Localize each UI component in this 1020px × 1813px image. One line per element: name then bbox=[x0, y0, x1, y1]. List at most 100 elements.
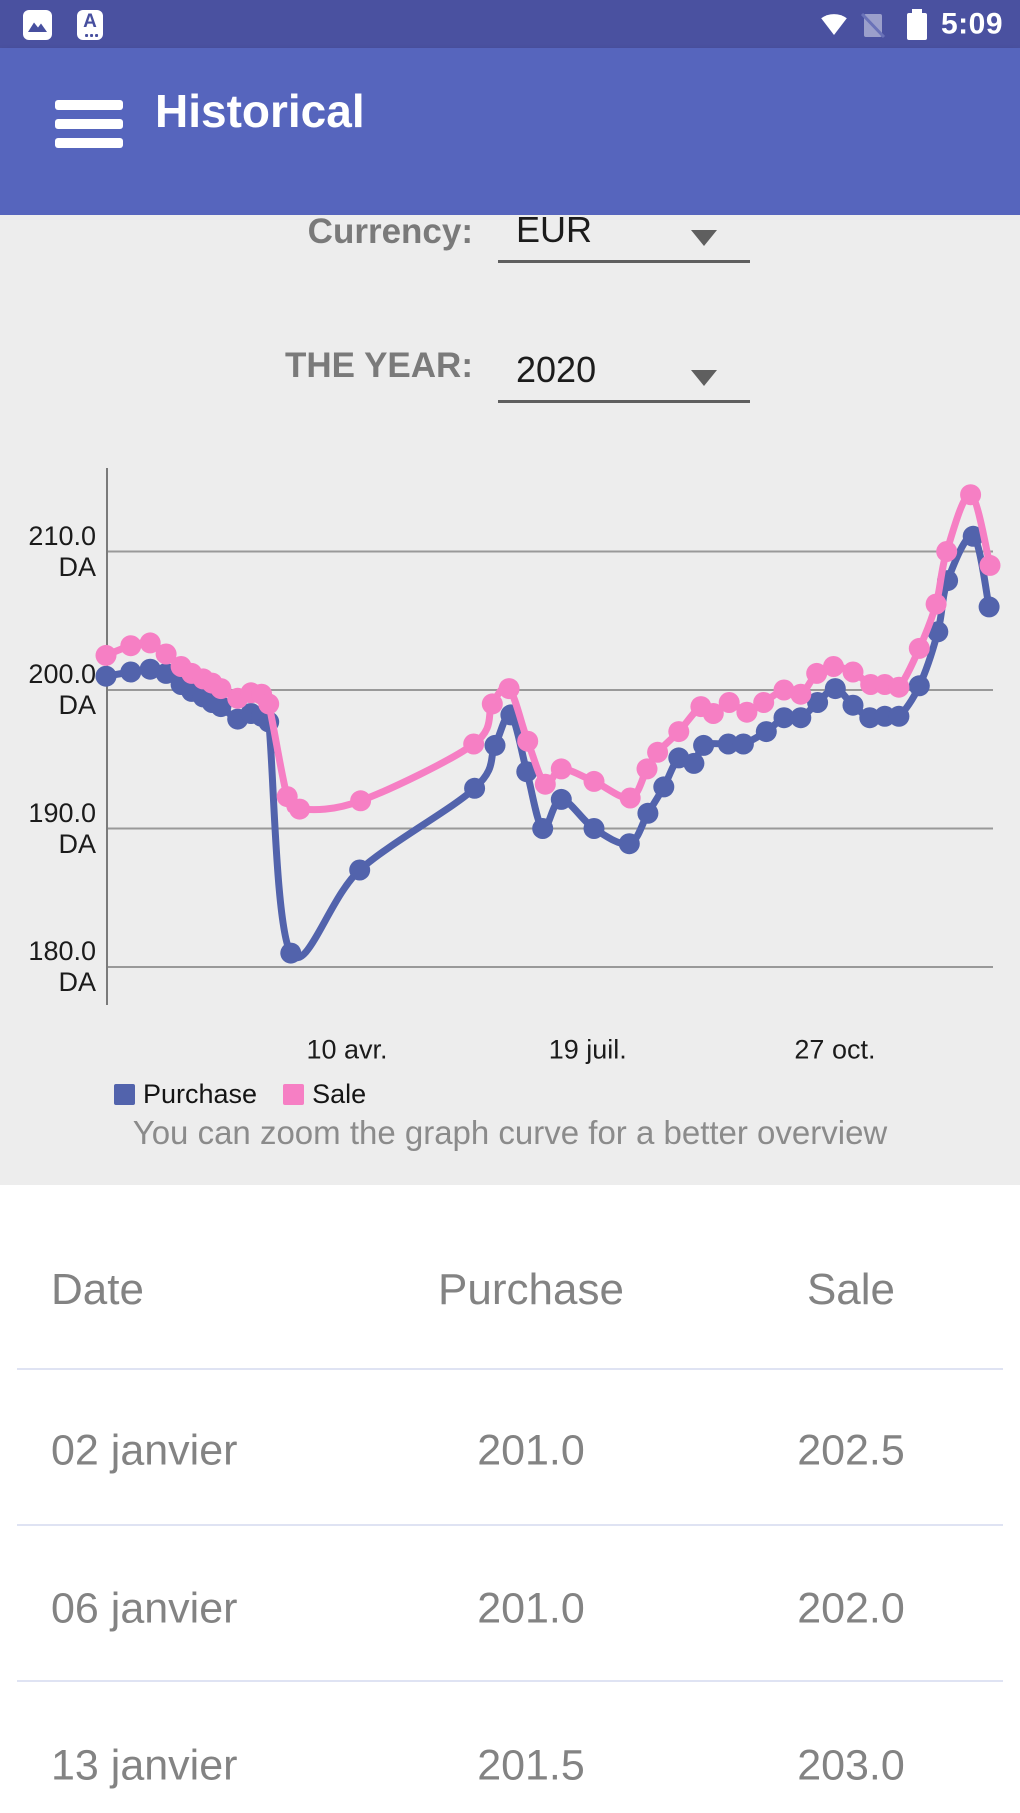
exchange-rate-line-chart[interactable] bbox=[0, 440, 1020, 1020]
year-label: THE YEAR: bbox=[285, 346, 473, 385]
wifi-icon bbox=[821, 14, 847, 35]
purchase-point bbox=[790, 707, 812, 729]
sale-point bbox=[668, 721, 690, 743]
status-bar: A 5:09 bbox=[0, 0, 1020, 48]
purchase-legend-swatch bbox=[114, 1083, 135, 1105]
purchase-line bbox=[102, 532, 993, 962]
purchase-point bbox=[693, 734, 715, 756]
purchase-point bbox=[908, 675, 930, 697]
column-header-purchase: Purchase bbox=[438, 1265, 624, 1314]
purchase-point bbox=[755, 721, 777, 743]
sale-point bbox=[790, 683, 812, 705]
sale-point bbox=[925, 593, 947, 615]
purchase-point bbox=[927, 621, 949, 643]
cell-sale: 202.0 bbox=[797, 1584, 905, 1632]
sale-point bbox=[498, 678, 520, 700]
year-value: 2020 bbox=[516, 349, 597, 390]
sale-point bbox=[550, 758, 572, 780]
sale-point bbox=[210, 678, 232, 700]
menu-icon[interactable] bbox=[55, 100, 123, 148]
purchase-point bbox=[583, 818, 605, 839]
sale-point bbox=[636, 758, 658, 780]
purchase-point bbox=[120, 661, 142, 683]
purchase-point bbox=[637, 802, 659, 824]
cell-purchase: 201.0 bbox=[477, 1584, 585, 1632]
letter-a-notification-icon: A bbox=[77, 10, 103, 40]
sale-point bbox=[702, 703, 724, 724]
y-tick-label: 200.0 DA bbox=[28, 659, 96, 720]
cell-purchase: 201.5 bbox=[477, 1741, 585, 1790]
y-tick-label: 210.0 DA bbox=[28, 520, 96, 582]
y-tick-label: 190.0 DA bbox=[28, 797, 96, 859]
sale-point bbox=[647, 741, 669, 763]
sale-point bbox=[842, 661, 864, 683]
y-tick-label: 180.0 DA bbox=[28, 936, 96, 997]
x-tick-label: 27 oct. bbox=[794, 1034, 876, 1065]
purchase-point bbox=[683, 752, 705, 774]
purchase-point bbox=[516, 761, 538, 783]
sale-point bbox=[718, 692, 740, 713]
purchase-point bbox=[550, 788, 572, 810]
sale-point bbox=[350, 790, 372, 812]
cell-date: 02 janvier bbox=[51, 1426, 238, 1475]
currency-label: Currency: bbox=[307, 212, 473, 251]
legend-label: Sale bbox=[312, 1078, 367, 1109]
purchase-point bbox=[773, 707, 795, 729]
purchase-point bbox=[618, 833, 640, 855]
sale-point bbox=[823, 656, 844, 677]
purchase-point bbox=[824, 678, 846, 700]
status-time: 5:09 bbox=[941, 7, 1004, 41]
sale-point bbox=[806, 662, 828, 684]
row-divider bbox=[17, 1524, 1003, 1526]
sale-point bbox=[753, 692, 775, 713]
row-divider bbox=[17, 1368, 1003, 1370]
currency-dropdown[interactable]: EUR bbox=[498, 208, 750, 263]
sale-point bbox=[888, 676, 910, 698]
cell-purchase: 201.0 bbox=[477, 1426, 585, 1475]
sale-legend-swatch bbox=[283, 1083, 305, 1105]
zoom-hint-text: You can zoom the graph curve for a bette… bbox=[132, 1114, 888, 1151]
purchase-point bbox=[210, 696, 232, 718]
sale-point bbox=[481, 693, 503, 715]
sale-point bbox=[139, 632, 161, 654]
sale-line bbox=[102, 491, 994, 814]
legend-label: Purchase bbox=[143, 1078, 258, 1109]
cell-sale: 202.5 bbox=[797, 1426, 905, 1475]
sale-point bbox=[773, 679, 795, 701]
purchase-point bbox=[732, 733, 754, 755]
column-header-sale: Sale bbox=[806, 1265, 896, 1314]
purchase-point bbox=[484, 734, 506, 756]
chevron-down-icon bbox=[691, 230, 717, 246]
purchase-point bbox=[139, 658, 161, 680]
no-sim-icon bbox=[860, 12, 886, 39]
page-title: Historical bbox=[155, 85, 365, 137]
purchase-point bbox=[532, 818, 554, 839]
purchase-point bbox=[978, 596, 1000, 618]
x-tick-label: 10 avr. bbox=[306, 1034, 388, 1065]
sale-point bbox=[583, 770, 605, 792]
cell-date: 06 janvier bbox=[51, 1584, 238, 1632]
sale-point bbox=[155, 643, 177, 665]
sale-point bbox=[517, 730, 539, 752]
cell-date: 13 janvier bbox=[51, 1741, 238, 1790]
purchase-point bbox=[717, 733, 739, 755]
purchase-point bbox=[888, 705, 910, 727]
sale-point bbox=[736, 701, 758, 723]
purchase-point bbox=[842, 694, 864, 716]
purchase-point bbox=[349, 859, 371, 881]
app-bar: Historical bbox=[0, 48, 1020, 215]
battery-full-icon bbox=[907, 9, 927, 40]
sale-point bbox=[619, 787, 641, 809]
purchase-point bbox=[653, 776, 675, 798]
year-dropdown[interactable]: 2020 bbox=[498, 348, 750, 403]
sale-point bbox=[289, 798, 311, 820]
image-notification-icon bbox=[23, 10, 52, 40]
purchase-point bbox=[807, 692, 829, 713]
purchase-point bbox=[280, 942, 302, 964]
sale-point bbox=[120, 635, 142, 657]
chart-legend: Purchase Sale bbox=[114, 1078, 392, 1109]
sale-point bbox=[534, 773, 556, 795]
row-divider bbox=[17, 1680, 1003, 1682]
currency-value: EUR bbox=[516, 209, 593, 250]
